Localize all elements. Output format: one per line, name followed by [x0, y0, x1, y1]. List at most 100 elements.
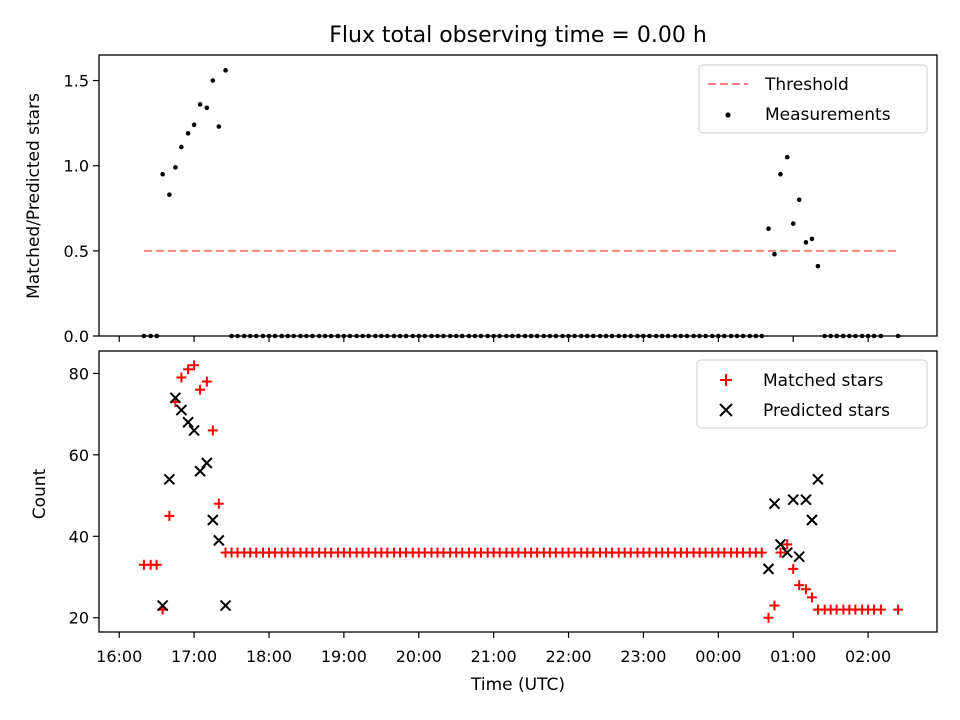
- top-y-tick-label: 1.5: [64, 72, 89, 91]
- predicted-star-point: [787, 493, 799, 506]
- predicted-star-point: [793, 550, 805, 563]
- measurement-point: [790, 221, 796, 226]
- measurement-point: [809, 236, 815, 242]
- bottom-x-ticks: 16:00 17:00 18:00 19:00 20:00 21:00 22:00 23:00…: [96, 632, 891, 666]
- x-tick-label: 02:00: [845, 647, 891, 666]
- predicted-star-point: [800, 493, 812, 506]
- legend-predicted-label: Predicted stars: [763, 401, 890, 421]
- bottom-panel: 20 40 60 80 16:00 17:00 18:00 19:00 20:00 21:00 2…: [30, 350, 938, 695]
- top-y-tick-label: 0.0: [64, 327, 89, 346]
- x-tick-label: 17:00: [171, 647, 217, 666]
- predicted-star-point: [213, 534, 225, 547]
- matched-star-point: [788, 563, 799, 574]
- bottom-plot-area: [138, 360, 904, 623]
- matched-star-point: [756, 547, 767, 558]
- x-tick-label: 01:00: [770, 647, 816, 666]
- matched-star-point: [195, 384, 206, 395]
- bottom-y-ticks: 20 40 60 80: [69, 364, 99, 628]
- x-tick-label: 21:00: [471, 647, 517, 666]
- matched-star-point: [875, 604, 886, 615]
- top-panel: Flux total observing time = 0.00 h 0.00.…: [24, 23, 938, 346]
- predicted-star-point: [175, 404, 188, 416]
- matched-star-point: [806, 592, 817, 603]
- x-tick-label: 18:00: [246, 647, 292, 666]
- measurement-point: [191, 122, 197, 128]
- x-tick-label: 16:00: [96, 647, 142, 666]
- measurement-point: [772, 251, 777, 257]
- matched-star-point: [800, 584, 811, 595]
- bottom-y-tick-label: 40: [69, 527, 89, 546]
- x-tick-label: 23:00: [620, 647, 666, 666]
- predicted-star-point: [169, 392, 182, 404]
- matched-star-point: [769, 600, 780, 611]
- measurement-point: [784, 154, 790, 160]
- predicted-star-point: [182, 416, 194, 428]
- matched-star-point: [183, 364, 194, 375]
- top-y-tick-label: 1.0: [64, 157, 89, 176]
- top-axes-frame: [98, 54, 938, 337]
- bottom-y-tick-label: 60: [69, 446, 89, 465]
- measurement-point: [179, 144, 184, 150]
- predicted-star-point: [781, 546, 793, 559]
- matched-star-point: [189, 360, 200, 371]
- measurement-point: [197, 102, 203, 107]
- x-tick-label: 20:00: [396, 647, 442, 666]
- chart-title: Flux total observing time = 0.00 h: [329, 23, 707, 48]
- bottom-y-tick-label: 20: [69, 609, 89, 628]
- legend-matched-swatch: [720, 374, 732, 386]
- measurement-point: [815, 263, 821, 269]
- top-legend-box: [698, 64, 928, 134]
- matched-star-point: [763, 612, 774, 623]
- x-tick-label: 00:00: [695, 647, 741, 666]
- predicted-star-point: [812, 473, 824, 485]
- bottom-axes-frame: [98, 350, 938, 633]
- predicted-star-point: [188, 424, 200, 437]
- predicted-star-point: [201, 457, 213, 469]
- bottom-legend: Matched stars Predicted stars: [696, 359, 928, 429]
- measurement-point: [778, 171, 783, 177]
- matched-star-point: [782, 539, 793, 550]
- legend-threshold-label: Threshold: [764, 75, 849, 95]
- legend-measurements-swatch: [725, 112, 731, 118]
- matched-star-point: [794, 580, 805, 591]
- measurement-point: [173, 165, 178, 170]
- matched-star-point: [164, 510, 175, 521]
- bottom-y-tick-label: 80: [69, 364, 89, 383]
- measurement-point: [160, 171, 165, 177]
- top-y-ticks: 0.0 0.5 1.0 1.5: [64, 72, 99, 346]
- measurement-point: [210, 78, 216, 83]
- measurement-point: [185, 131, 191, 136]
- matched-star-point: [201, 376, 212, 387]
- predicted-star-point: [207, 514, 219, 526]
- legend-measurements-label: Measurements: [765, 105, 891, 125]
- predicted-star-point: [219, 599, 232, 612]
- predicted-star-point: [156, 599, 169, 612]
- predicted-star-point: [762, 563, 775, 575]
- matched-star-point: [893, 604, 904, 615]
- legend-predicted-swatch: [719, 403, 733, 417]
- measurement-point: [167, 192, 172, 197]
- matched-star-point: [207, 425, 218, 436]
- matched-star-point: [775, 547, 786, 558]
- matched-star-point: [176, 372, 187, 383]
- measurement-point: [223, 68, 228, 73]
- bottom-y-axis-label: Count: [30, 468, 50, 519]
- top-y-tick-label: 0.5: [64, 242, 89, 261]
- matched-star-point: [151, 559, 162, 570]
- x-tick-label: 22:00: [545, 647, 591, 666]
- measurement-point: [803, 240, 809, 245]
- top-y-axis-label: Matched/Predicted stars: [24, 93, 44, 299]
- measurement-point: [216, 124, 222, 129]
- bottom-legend-box: [696, 359, 928, 429]
- x-tick-label: 19:00: [321, 647, 367, 666]
- legend-matched-label: Matched stars: [763, 371, 883, 391]
- x-axis-label: Time (UTC): [470, 675, 565, 695]
- matched-star-point: [213, 498, 224, 509]
- predicted-star-point: [768, 498, 781, 510]
- measurement-point: [204, 105, 210, 111]
- predicted-star-point: [163, 473, 176, 485]
- measurement-point: [766, 226, 771, 232]
- measurement-point: [796, 197, 802, 203]
- top-legend: Threshold Measurements: [698, 64, 928, 134]
